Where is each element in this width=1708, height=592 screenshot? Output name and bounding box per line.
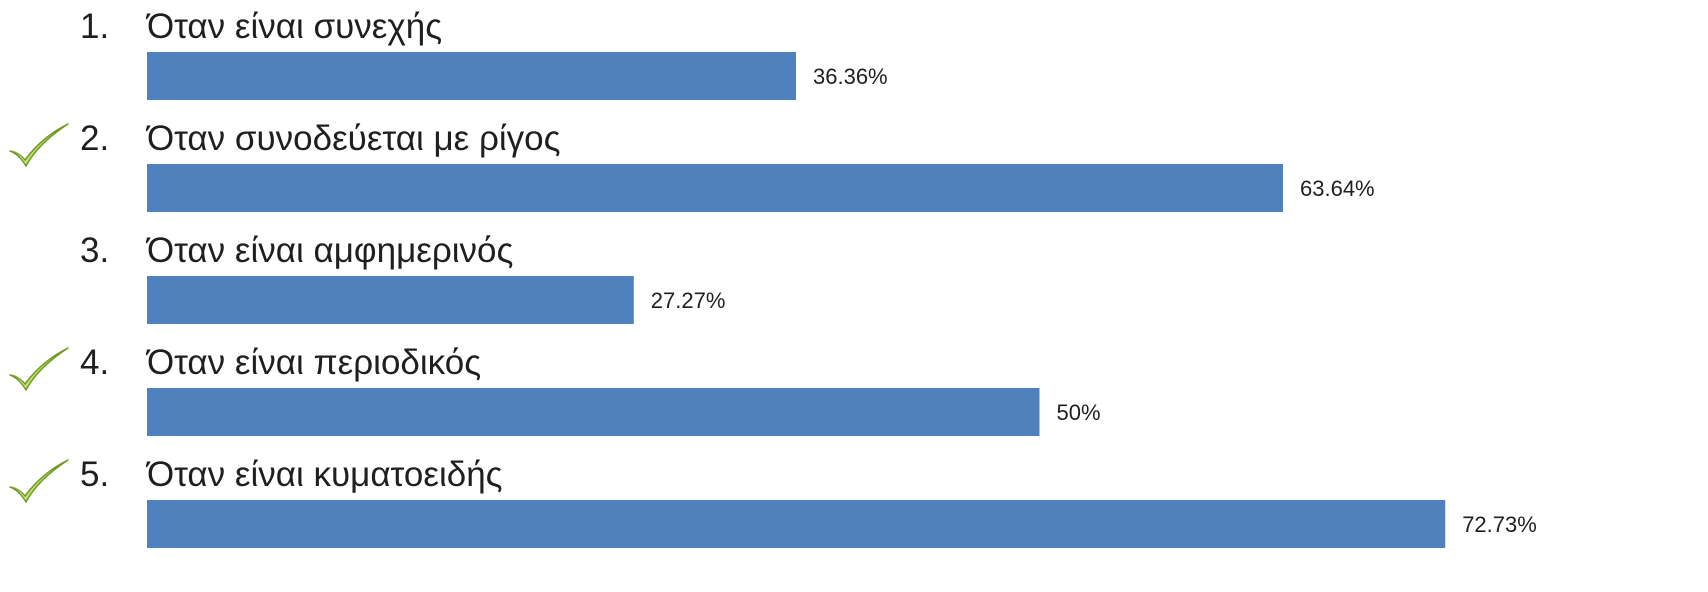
- bar: [147, 388, 1040, 436]
- checkmark-icon: [9, 123, 69, 167]
- question-number: 4.: [80, 343, 109, 382]
- bar: [147, 52, 796, 100]
- data-label: 63.64%: [1300, 176, 1375, 201]
- question-number: 2.: [80, 119, 109, 158]
- checkmark-icon: [9, 459, 69, 503]
- category-label: Όταν συνοδεύεται με ρίγος: [145, 119, 561, 158]
- bar: [147, 164, 1283, 212]
- bar: [147, 276, 634, 324]
- category-label: Όταν είναι συνεχής: [145, 7, 442, 46]
- category-label: Όταν είναι περιοδικός: [145, 343, 481, 382]
- bar: [147, 500, 1446, 548]
- checkmark-icon: [9, 347, 69, 391]
- data-label: 50%: [1057, 400, 1101, 425]
- data-label: 27.27%: [651, 288, 726, 313]
- category-label: Όταν είναι κυματοειδής: [145, 455, 503, 494]
- question-number: 1.: [80, 7, 109, 46]
- data-label: 36.36%: [813, 64, 888, 89]
- category-label: Όταν είναι αμφημερινός: [145, 231, 513, 270]
- question-number: 3.: [80, 231, 109, 270]
- question-number: 5.: [80, 455, 109, 494]
- data-label: 72.73%: [1462, 512, 1537, 537]
